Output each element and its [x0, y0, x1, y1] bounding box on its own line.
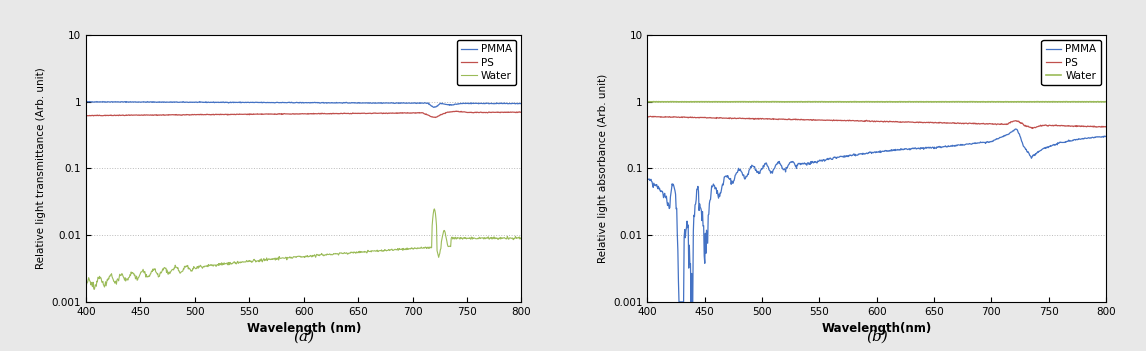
PMMA: [1096, 135, 1109, 139]
Water: [143, 272, 157, 276]
Water: [848, 99, 862, 104]
PMMA: [515, 101, 528, 106]
Legend: PMMA, PS, Water: PMMA, PS, Water: [457, 40, 516, 85]
Water: [277, 256, 291, 260]
Line: Water: Water: [86, 209, 521, 290]
Water: [1099, 100, 1113, 104]
PMMA: [762, 168, 776, 172]
Line: PS: PS: [86, 111, 521, 118]
Water: [707, 100, 721, 104]
Line: PS: PS: [647, 116, 1106, 128]
Line: PMMA: PMMA: [647, 129, 1106, 302]
Water: [427, 207, 441, 211]
PS: [931, 121, 944, 125]
PS: [643, 114, 657, 118]
PS: [138, 113, 151, 117]
PMMA: [672, 300, 685, 304]
PS: [702, 115, 717, 120]
Y-axis label: Relative light transmittance (Arb. unit): Relative light transmittance (Arb. unit): [36, 68, 46, 269]
PS: [1096, 125, 1109, 129]
Line: Water: Water: [647, 101, 1106, 102]
PS: [849, 119, 864, 123]
Water: [878, 100, 892, 104]
Legend: PMMA, PS, Water: PMMA, PS, Water: [1042, 40, 1100, 85]
Text: (b): (b): [866, 330, 887, 344]
X-axis label: Wavelength (nm): Wavelength (nm): [246, 322, 361, 335]
PS: [708, 116, 722, 120]
PMMA: [708, 187, 722, 191]
PS: [194, 112, 207, 117]
Water: [515, 236, 528, 240]
PMMA: [427, 105, 441, 110]
PS: [641, 114, 654, 118]
Water: [511, 236, 525, 240]
PMMA: [139, 100, 152, 104]
Line: PMMA: PMMA: [86, 101, 521, 107]
PMMA: [195, 100, 209, 104]
PS: [1099, 125, 1113, 129]
Water: [702, 100, 716, 104]
X-axis label: Wavelength(nm): Wavelength(nm): [822, 322, 932, 335]
Water: [139, 272, 152, 276]
Water: [355, 250, 369, 254]
PS: [511, 110, 525, 114]
PMMA: [1099, 134, 1113, 138]
PMMA: [1008, 127, 1022, 131]
PS: [354, 111, 368, 115]
PMMA: [641, 177, 654, 181]
PMMA: [143, 100, 157, 104]
PS: [449, 109, 463, 113]
Water: [761, 100, 775, 104]
PMMA: [277, 100, 291, 105]
PS: [1026, 126, 1039, 131]
PMMA: [511, 102, 525, 106]
Water: [87, 287, 101, 292]
PMMA: [355, 101, 369, 105]
Water: [195, 265, 209, 269]
PMMA: [83, 99, 96, 104]
PMMA: [79, 100, 93, 104]
Water: [932, 100, 945, 104]
Water: [849, 100, 864, 104]
PS: [762, 117, 776, 121]
Water: [641, 100, 654, 104]
Water: [79, 284, 93, 288]
PMMA: [931, 145, 944, 150]
PS: [143, 113, 157, 117]
PS: [515, 110, 528, 114]
PS: [277, 112, 291, 116]
PMMA: [849, 153, 864, 157]
Text: (a): (a): [293, 330, 314, 344]
PMMA: [702, 198, 717, 202]
PS: [79, 114, 93, 118]
Y-axis label: Relative light absorbance (Arb. unit): Relative light absorbance (Arb. unit): [597, 74, 607, 263]
PS: [429, 115, 442, 120]
Water: [1096, 100, 1109, 104]
